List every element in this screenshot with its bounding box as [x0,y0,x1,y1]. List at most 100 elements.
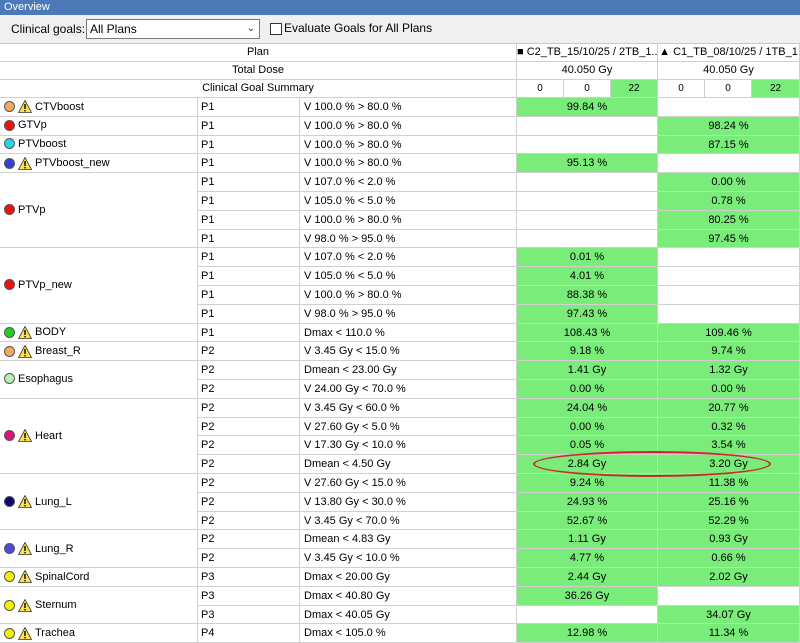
roi-cell[interactable]: PTVboost_new [0,154,198,174]
roi-name: CTVboost [35,100,84,113]
goal-criteria: Dmean < 23.00 Gy [300,361,517,379]
table-row[interactable]: P1 V 100.0 % > 80.0 % 88.38 % [0,286,800,305]
goal-priority: P2 [198,511,300,530]
table-row[interactable]: P1 V 105.0 % < 5.0 % 4.01 % [0,267,800,286]
plan2-result: 0.00 % [658,173,800,191]
roi-color-icon [4,119,15,131]
goal-priority: P1 [198,192,300,210]
goal-criteria: V 17.30 Gy < 10.0 % [300,436,517,455]
table-row[interactable]: P1 V 98.0 % > 95.0 % 97.43 % [0,304,800,324]
plan1-result: 52.67 % [517,511,658,530]
table-row[interactable]: P2 V 24.00 Gy < 70.0 % 0.00 % 0.00 % [0,380,800,399]
roi-color-icon [4,430,15,442]
table-row[interactable]: P3 Dmax < 40.05 Gy 34.07 Gy [0,605,800,625]
goal-criteria: V 27.60 Gy < 15.0 % [300,474,517,492]
toolbar: Clinical goals: All Plans ⌄ Evaluate Goa… [0,15,800,44]
table-row[interactable]: P1 V 98.0 % > 95.0 % 97.45 % [0,229,800,249]
plan1-passed-count: 22 [611,80,658,97]
goal-priority: P1 [198,323,300,342]
table-row[interactable]: P1 V 105.0 % < 5.0 % 0.78 % [0,192,800,211]
warning-icon [18,626,32,640]
evaluate-all-label[interactable]: Evaluate Goals for All Plans [284,21,433,35]
table-row[interactable]: P2 V 17.30 Gy < 10.0 % 0.05 % 3.54 % [0,436,800,456]
table-row[interactable]: P1 V 100.0 % > 80.0 % 99.84 % [0,98,800,117]
table-row[interactable]: P4 Dmax < 105.0 % 12.98 % 11.34 % [0,624,800,643]
plan1-dose: 40.050 Gy [517,62,658,79]
table-row[interactable]: P2 V 3.45 Gy < 10.0 % 4.77 % 0.66 % [0,549,800,568]
table-row[interactable]: P2 V 27.60 Gy < 15.0 % 9.24 % 11.38 % [0,474,800,493]
roi-cell[interactable]: PTVboost [0,135,198,155]
plan1-result: 2.44 Gy [517,568,658,586]
table-row[interactable]: P1 V 100.0 % > 80.0 % 95.13 % [0,154,800,174]
plan-header-label: Plan [0,44,517,61]
evaluate-all-checkbox[interactable] [270,23,282,35]
roi-cell[interactable]: PTVp_new [0,248,198,324]
plan2-result: 11.34 % [658,624,800,643]
goal-criteria: Dmean < 4.83 Gy [300,530,517,549]
roi-color-icon [4,279,15,291]
roi-color-icon [4,326,15,338]
goal-priority: P2 [198,361,300,379]
table-row[interactable]: P1 Dmax < 110.0 % 108.43 % 109.46 % [0,323,800,343]
roi-color-icon [4,345,15,357]
table-row[interactable]: P2 V 3.45 Gy < 60.0 % 24.04 % 20.77 % [0,398,800,418]
roi-cell[interactable]: Lung_R [0,530,198,568]
roi-cell[interactable]: GTVp [0,116,198,136]
table-row[interactable]: P2 V 3.45 Gy < 70.0 % 52.67 % 52.29 % [0,511,800,531]
roi-cell[interactable]: Esophagus [0,361,198,399]
table-row[interactable]: P2 Dmean < 23.00 Gy 1.41 Gy 1.32 Gy [0,361,800,380]
table-row[interactable]: P1 V 100.0 % > 80.0 % 87.15 % [0,135,800,155]
roi-cell[interactable]: Lung_L [0,474,198,531]
roi-cell[interactable]: SpinalCord [0,568,198,587]
roi-cell[interactable]: CTVboost [0,98,198,117]
table-row[interactable]: P3 Dmax < 40.80 Gy 36.26 Gy [0,586,800,606]
table-row[interactable]: P3 Dmax < 20.00 Gy 2.44 Gy 2.02 Gy [0,568,800,587]
plan1-result: 0.01 % [517,248,658,267]
plan1-result: 108.43 % [517,323,658,342]
roi-cell[interactable]: PTVp [0,173,198,249]
goal-priority: P2 [198,549,300,567]
plan2-unknown-count: 0 [705,80,752,97]
table-row[interactable]: P2 Dmean < 4.50 Gy 2.84 Gy 3.20 Gy [0,455,800,474]
goal-priority: P4 [198,624,300,643]
plan2-result: 0.00 % [658,380,800,398]
roi-color-icon [4,599,15,611]
roi-cell[interactable]: BODY [0,323,198,343]
plan1-result: 9.24 % [517,474,658,492]
table-row[interactable]: P1 V 100.0 % > 80.0 % 98.24 % [0,116,800,136]
warning-icon [18,598,32,612]
warning-icon [18,100,32,114]
warning-icon [18,542,32,556]
plan2-result: 0.66 % [658,549,800,567]
plan1-name[interactable]: ■ C2_TB_15/10/25 / 2TB_1... [517,44,658,61]
table-row[interactable]: P1 V 107.0 % < 2.0 % 0.00 % [0,173,800,192]
plan2-failed-count: 0 [658,80,705,97]
roi-cell[interactable]: Breast_R [0,342,198,362]
table-row[interactable]: P2 V 3.45 Gy < 15.0 % 9.18 % 9.74 % [0,342,800,362]
roi-cell[interactable]: Sternum [0,586,198,625]
goal-criteria: V 13.80 Gy < 30.0 % [300,492,517,511]
goal-criteria: Dmax < 40.05 Gy [300,605,517,624]
table-row[interactable]: P1 V 100.0 % > 80.0 % 80.25 % [0,210,800,230]
roi-cell[interactable]: Heart [0,398,198,474]
roi-name: Heart [35,429,62,442]
goal-priority: P1 [198,304,300,323]
roi-cell[interactable]: Trachea [0,624,198,643]
goal-criteria: Dmax < 110.0 % [300,323,517,342]
plan1-result [517,116,658,135]
plan2-result [658,304,800,323]
table-row[interactable]: P1 V 107.0 % < 2.0 % 0.01 % [0,248,800,268]
table-row[interactable]: P2 V 13.80 Gy < 30.0 % 24.93 % 25.16 % [0,492,800,512]
table-row[interactable]: P2 V 27.60 Gy < 5.0 % 0.00 % 0.32 % [0,417,800,437]
plan1-failed-count: 0 [517,80,564,97]
plan-filter-select[interactable]: All Plans ⌄ [86,19,260,39]
summary-label: Clinical Goal Summary [0,80,517,97]
table-row[interactable]: P2 Dmean < 4.83 Gy 1.11 Gy 0.93 Gy [0,530,800,550]
plan2-result [658,98,800,116]
plan2-result: 52.29 % [658,511,800,530]
plan2-name[interactable]: ▲ C1_TB_08/10/25 / 1TB_1 [658,44,800,61]
plan2-result [658,286,800,304]
goal-criteria: V 3.45 Gy < 60.0 % [300,398,517,417]
warning-icon [18,429,32,443]
goal-priority: P3 [198,605,300,624]
